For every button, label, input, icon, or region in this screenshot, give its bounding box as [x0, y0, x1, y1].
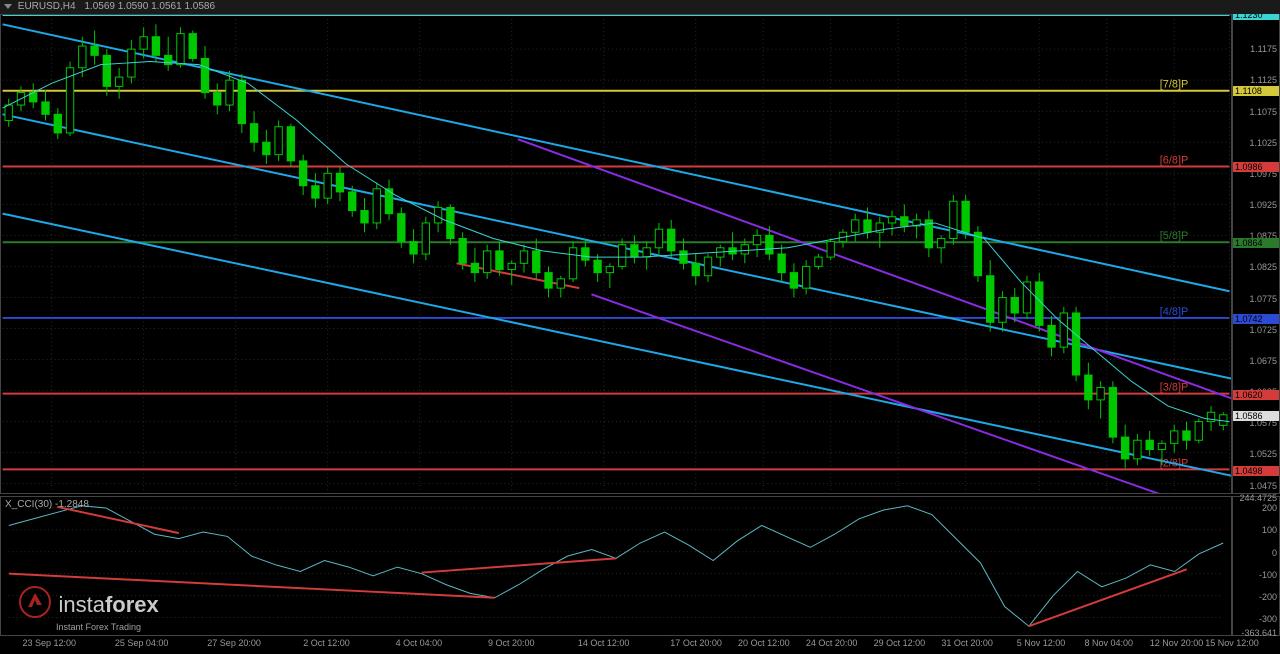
- x-tick-label: 14 Oct 12:00: [578, 638, 630, 648]
- svg-text:[7/8]P: [7/8]P: [1160, 79, 1189, 91]
- y-axis-indicator: 200 100 0 -100 -200 -300 -363.641 244.4725: [1232, 496, 1280, 636]
- x-tick-label: 31 Oct 20:00: [941, 638, 993, 648]
- y-tick-label: 1.0475: [1249, 481, 1277, 491]
- x-tick-label: 23 Sep 12:00: [22, 638, 76, 648]
- indicator-y-label: 100: [1262, 525, 1277, 535]
- x-tick-label: 17 Oct 20:00: [670, 638, 722, 648]
- x-tick-label: 9 Oct 20:00: [488, 638, 535, 648]
- indicator-y-label: 200: [1262, 503, 1277, 513]
- x-tick-label: 20 Oct 12:00: [738, 638, 790, 648]
- x-tick-label: 25 Sep 04:00: [115, 638, 169, 648]
- brand-text: instaforex: [58, 592, 158, 617]
- instaforex-icon: [18, 585, 52, 624]
- current-price-box: 1.0586: [1233, 411, 1279, 421]
- y-tick-label: 1.0525: [1249, 449, 1277, 459]
- x-tick-label: 8 Nov 04:00: [1085, 638, 1134, 648]
- indicator-chart-svg: [1, 497, 1231, 635]
- y-tick-label: 1.1175: [1250, 44, 1277, 54]
- x-tick-label: 24 Oct 20:00: [806, 638, 858, 648]
- level-price-box: 1.0864: [1233, 238, 1279, 248]
- x-tick-label: 2 Oct 12:00: [303, 638, 350, 648]
- level-price-box: 1.1108: [1233, 86, 1279, 96]
- watermark-logo: instaforex Instant Forex Trading: [18, 585, 159, 632]
- x-tick-label: 29 Oct 12:00: [874, 638, 926, 648]
- svg-text:[5/8]P: [5/8]P: [1160, 230, 1189, 242]
- y-tick-label: 1.0925: [1249, 200, 1277, 210]
- x-tick-label: 15 Nov 12:00: [1205, 638, 1259, 648]
- chart-container: EURUSD,H4 1.0569 1.0590 1.0561 1.0586 [8…: [0, 0, 1280, 654]
- indicator-y-label: -300: [1259, 614, 1277, 624]
- x-tick-label: 5 Nov 12:00: [1017, 638, 1066, 648]
- y-tick-label: 1.0825: [1249, 262, 1277, 272]
- main-chart-svg: [8/8]P[7/8]P[6/8]P[5/8]P[4/8]P[3/8]P[2/8…: [1, 15, 1231, 493]
- indicator-y-label: -200: [1259, 592, 1277, 602]
- ohlc-text: 1.0569 1.0590 1.0561 1.0586: [84, 1, 215, 12]
- level-price-box: 1.0620: [1233, 390, 1279, 400]
- dropdown-icon[interactable]: [4, 4, 12, 9]
- brand-tagline: Instant Forex Trading: [56, 622, 159, 632]
- indicator-title: X_CCI(30) -1.2848: [5, 499, 89, 510]
- svg-text:[6/8]P: [6/8]P: [1160, 154, 1189, 166]
- level-price-box: 1.0498: [1233, 466, 1279, 476]
- y-tick-label: 1.1075: [1249, 107, 1277, 117]
- indicator-y-label: -363.641: [1241, 628, 1277, 638]
- level-price-box: 1.0742: [1233, 314, 1279, 324]
- brand-forex: forex: [105, 592, 159, 617]
- x-tick-label: 12 Nov 20:00: [1150, 638, 1204, 648]
- svg-text:[3/8]P: [3/8]P: [1160, 382, 1189, 394]
- indicator-y-label: 244.4725: [1239, 493, 1277, 503]
- y-tick-label: 1.0775: [1249, 294, 1277, 304]
- indicator-chart[interactable]: X_CCI(30) -1.2848: [0, 496, 1232, 636]
- indicator-y-label: 0: [1272, 548, 1277, 558]
- main-price-chart[interactable]: [8/8]P[7/8]P[6/8]P[5/8]P[4/8]P[3/8]P[2/8…: [0, 14, 1232, 494]
- symbol-timeframe: EURUSD,H4: [18, 1, 76, 12]
- level-price-box: 1.0986: [1233, 162, 1279, 172]
- x-axis: 23 Sep 12:00 25 Sep 04:00 27 Sep 20:00 2 Oc…: [0, 636, 1232, 654]
- x-tick-label: 4 Oct 04:00: [396, 638, 443, 648]
- indicator-y-label: -100: [1259, 570, 1277, 580]
- y-axis-main: 1.04751.05251.05751.06251.06751.07251.07…: [1232, 14, 1280, 494]
- y-tick-label: 1.1125: [1250, 75, 1277, 85]
- y-tick-label: 1.1025: [1249, 138, 1277, 148]
- x-tick-label: 27 Sep 20:00: [207, 638, 261, 648]
- y-tick-label: 1.0725: [1249, 325, 1277, 335]
- brand-insta: insta: [58, 592, 104, 617]
- y-tick-label: 1.0675: [1249, 356, 1277, 366]
- svg-text:[4/8]P: [4/8]P: [1160, 306, 1189, 318]
- chart-header: EURUSD,H4 1.0569 1.0590 1.0561 1.0586: [0, 0, 1280, 14]
